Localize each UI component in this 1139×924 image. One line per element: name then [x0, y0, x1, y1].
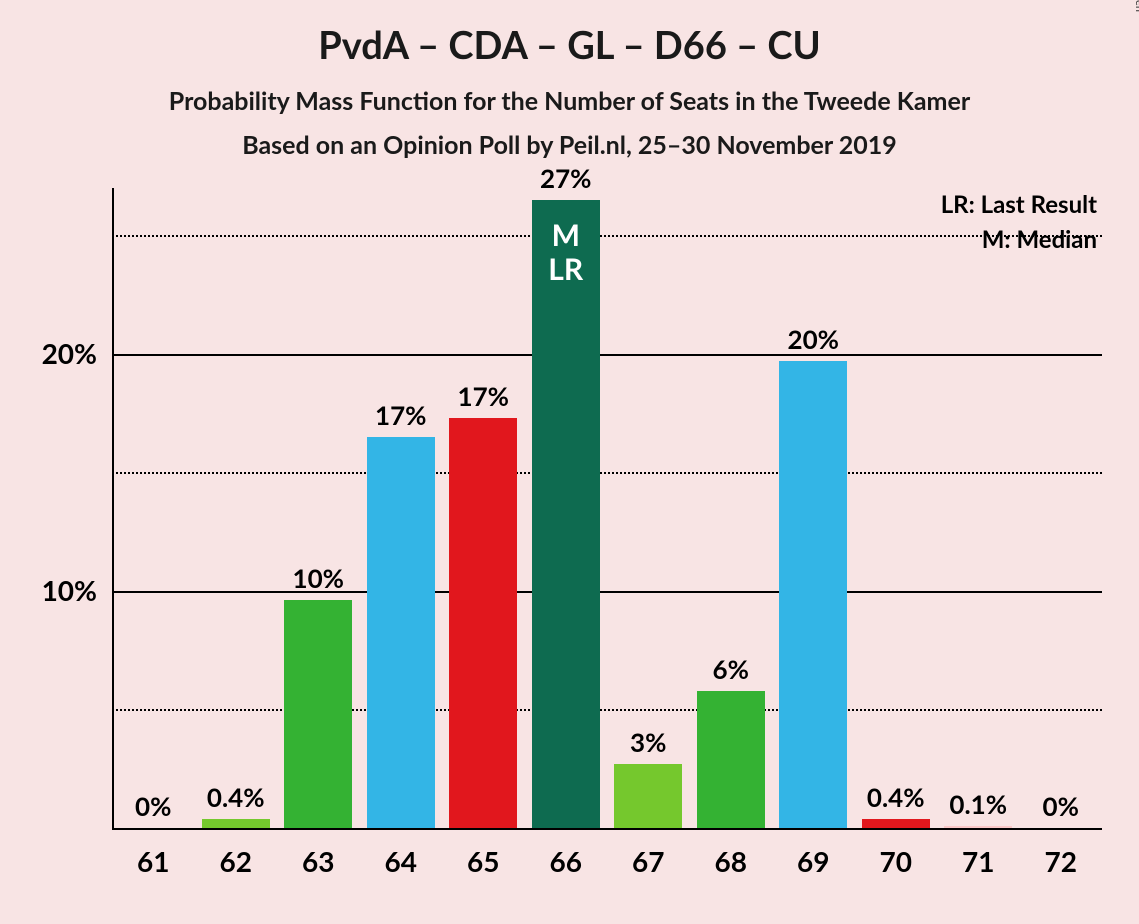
bar-value-label: 0.4% [195, 781, 278, 813]
gridline-minor [112, 472, 1102, 474]
bar [779, 361, 847, 828]
bar [862, 819, 930, 828]
bar-value-label: 20% [772, 323, 855, 355]
x-tick-label: 69 [772, 844, 855, 878]
y-tick-label: 20% [17, 336, 97, 370]
bar-value-label: 0.1% [937, 788, 1020, 820]
bar [944, 826, 1012, 828]
bar-value-label: 0% [1020, 790, 1103, 822]
gridline-major [112, 354, 1102, 356]
x-tick-label: 65 [442, 844, 525, 878]
bar [697, 691, 765, 828]
chart-subtitle-2: Based on an Opinion Poll by Peil.nl, 25–… [0, 130, 1139, 160]
x-tick-label: 71 [937, 844, 1020, 878]
bar [532, 200, 600, 828]
x-tick-label: 63 [277, 844, 360, 878]
gridline-major [112, 591, 1102, 593]
bar [284, 600, 352, 828]
bar-value-label: 0% [112, 790, 195, 822]
x-tick-label: 62 [195, 844, 278, 878]
x-tick-label: 68 [690, 844, 773, 878]
gridline-minor [112, 709, 1102, 711]
gridline-minor [112, 235, 1102, 237]
x-tick-label: 67 [607, 844, 690, 878]
x-tick-label: 70 [855, 844, 938, 878]
copyright-label: © 2020 Filip van Laenen [1133, 0, 1139, 12]
x-tick-label: 64 [360, 844, 443, 878]
x-axis [112, 828, 1102, 830]
y-tick-label: 10% [17, 573, 97, 607]
x-tick-label: 61 [112, 844, 195, 878]
chart-subtitle-1: Probability Mass Function for the Number… [0, 86, 1139, 116]
bar-value-label: 17% [360, 399, 443, 431]
x-tick-label: 66 [525, 844, 608, 878]
bar-value-label: 27% [525, 162, 608, 194]
bar [367, 437, 435, 828]
y-axis [112, 188, 114, 828]
bar [449, 418, 517, 828]
bar [614, 764, 682, 828]
bar-annotation: MLR [532, 218, 600, 287]
chart-title: PvdA – CDA – GL – D66 – CU [0, 0, 1139, 68]
bar [202, 819, 270, 828]
bar-value-label: 10% [277, 562, 360, 594]
bar-value-label: 6% [690, 653, 773, 685]
x-tick-label: 72 [1020, 844, 1103, 878]
bar-value-label: 3% [607, 726, 690, 758]
bar-value-label: 17% [442, 380, 525, 412]
chart-plot-area: 10%20%0%610.4%6210%6317%6417%6527%MLR663… [112, 188, 1102, 828]
bar-value-label: 0.4% [855, 781, 938, 813]
